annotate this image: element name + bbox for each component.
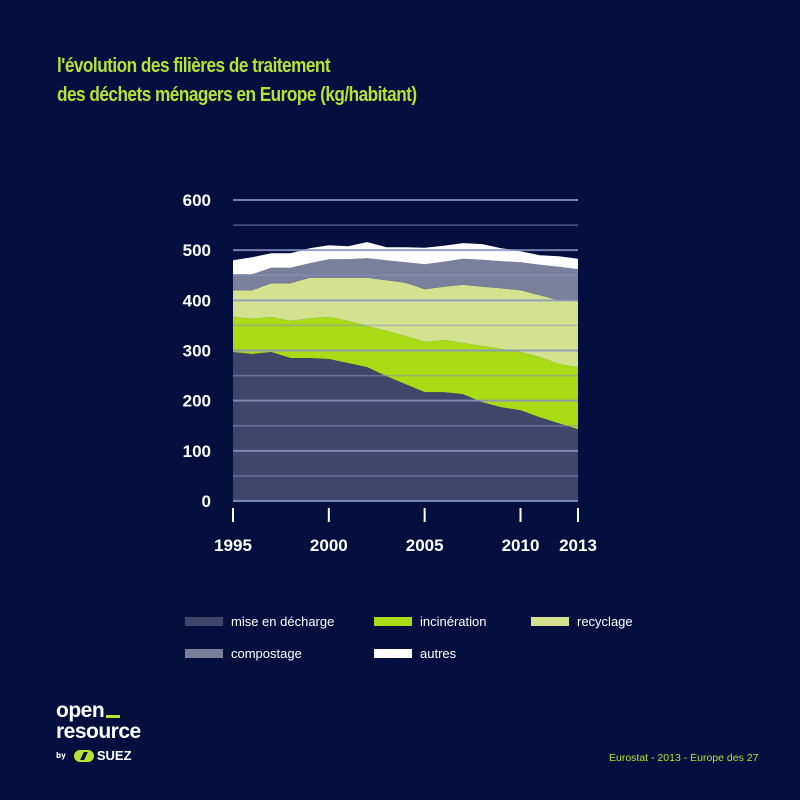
area-composting xyxy=(233,258,578,301)
open-resource-logo: open resource by SUEZ xyxy=(56,700,141,763)
chart-title: l'évolution des filières de traitement d… xyxy=(57,52,417,110)
area-layers xyxy=(233,242,578,501)
y-tick-label: 100 xyxy=(183,442,211,461)
suez-logo-icon xyxy=(73,749,94,762)
y-tick-label: 600 xyxy=(183,191,211,210)
title-line-2: des déchets ménagers en Europe (kg/habit… xyxy=(57,84,417,106)
source-note: Eurostat - 2013 - Europe des 27 xyxy=(609,752,759,764)
gridlines xyxy=(233,199,578,502)
y-tick-label: 500 xyxy=(183,241,211,260)
logo-underscore xyxy=(106,715,121,718)
logo-by-row: by SUEZ xyxy=(56,748,141,763)
y-tick-label: 400 xyxy=(183,291,211,310)
x-tick-label: 2010 xyxy=(502,536,540,555)
logo-brand: SUEZ xyxy=(96,748,132,763)
x-tick-label: 2005 xyxy=(406,536,444,555)
y-tick-label: 0 xyxy=(202,492,211,511)
y-axis: 0 100 200 300 400 500 600 xyxy=(183,191,211,511)
x-tick-label: 2013 xyxy=(559,536,597,555)
logo-line-2: resource xyxy=(56,720,141,743)
x-tick-label: 2000 xyxy=(310,536,348,555)
title-line-1: l'évolution des filières de traitement xyxy=(57,55,331,77)
y-tick-label: 300 xyxy=(183,342,211,361)
x-axis: 1995 2000 2005 2010 2013 xyxy=(214,508,597,555)
logo-line-1: open xyxy=(56,700,141,721)
y-tick-label: 200 xyxy=(183,392,211,411)
x-tick-label: 1995 xyxy=(214,536,252,555)
logo-text-open: open xyxy=(56,699,105,722)
logo-by: by xyxy=(56,751,66,760)
